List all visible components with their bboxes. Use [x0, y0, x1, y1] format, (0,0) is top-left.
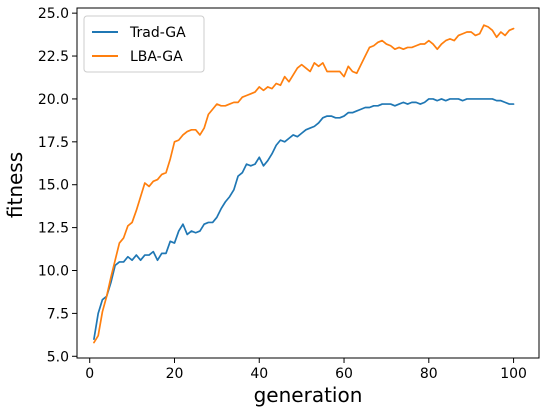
y-tick-label: 22.5 [38, 49, 69, 65]
x-tick-label: 60 [335, 366, 353, 382]
legend: Trad-GA LBA-GA [83, 15, 205, 73]
x-tick-label: 40 [250, 366, 268, 382]
series-layer [93, 24, 515, 344]
x-tick-label: 20 [166, 366, 184, 382]
legend-label-lba-ga: LBA-GA [130, 49, 183, 65]
x-tick-label: 100 [500, 366, 527, 382]
x-tick-label: 0 [85, 366, 94, 382]
series-line-trad-ga [93, 98, 515, 340]
y-axis-label: fitness [3, 152, 27, 218]
x-tick-label: 80 [420, 366, 438, 382]
y-tick-label: 12.5 [38, 221, 69, 237]
series-line-lba-ga [93, 24, 515, 344]
ticks-layer: 0 20 40 60 80 100 5.0 7.5 10.0 12.5 15.0 17.5 20.0 22… [38, 6, 527, 382]
plot-frame [76, 7, 540, 359]
y-tick-label: 15.0 [38, 178, 69, 194]
y-tick-label: 25.0 [38, 6, 69, 22]
y-tick-label: 10.0 [38, 264, 69, 280]
x-axis-label: generation [254, 383, 363, 407]
y-tick-label: 20.0 [38, 92, 69, 108]
y-tick-label: 17.5 [38, 135, 69, 151]
y-tick-label: 7.5 [47, 306, 69, 322]
y-tick-label: 5.0 [47, 349, 69, 365]
legend-label-trad-ga: Trad-GA [129, 25, 186, 41]
legend-box [83, 15, 205, 73]
